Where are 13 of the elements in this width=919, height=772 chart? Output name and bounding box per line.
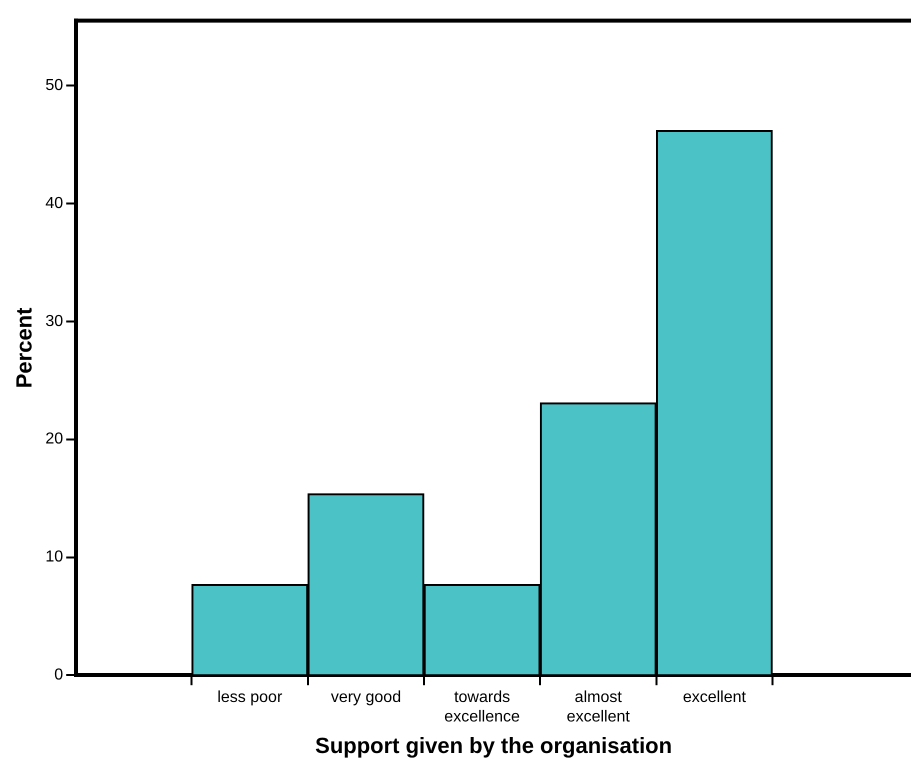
x-tick-label: very good [330, 689, 402, 706]
y-tick-label: 40 [45, 194, 64, 212]
y-axis-title: Percent [11, 306, 36, 388]
x-tick-label: towards excellence [444, 689, 520, 726]
x-tick-label: excellent [682, 689, 747, 706]
y-tick-label: 50 [45, 76, 64, 94]
x-tick-label: less poor [217, 689, 283, 706]
y-tick-label: 10 [45, 548, 64, 566]
y-tick-label: 30 [45, 312, 64, 330]
y-tick-label: 20 [45, 430, 64, 448]
x-axis-title: Support given by the organisation [315, 732, 672, 758]
x-tick-label: almost excellent [566, 689, 630, 726]
y-tick-label: 0 [54, 666, 64, 684]
